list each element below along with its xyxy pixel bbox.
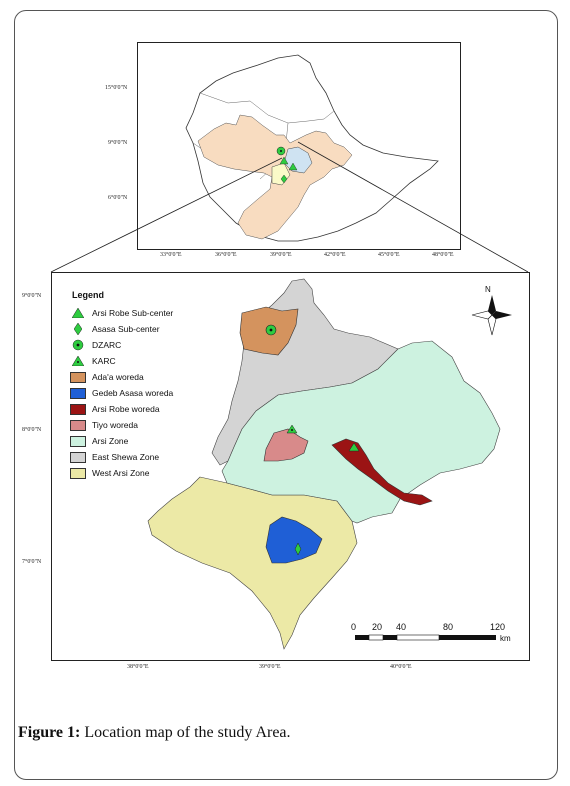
scale-tick-label: 20 (372, 622, 383, 632)
scale-tick-label: 80 (443, 622, 454, 632)
main-map: 9°0'0"N 8°0'0"N 7°0'0"N 38°0'0"E 39°0'0"… (22, 272, 530, 670)
legend-label: Tiyo woreda (92, 420, 138, 430)
inset-ytick: 9°0'0"N (108, 140, 128, 146)
fill-swatch-icon (70, 451, 86, 463)
main-ytick: 9°0'0"N (22, 293, 42, 299)
legend-label: DZARC (92, 340, 122, 350)
arsi-robe-subcenter-marker (348, 442, 360, 452)
inset-xtick: 45°0'0"E (378, 252, 400, 258)
inset-ytick: 15°0'0"N (105, 85, 128, 91)
legend-title: Legend (72, 290, 105, 300)
legend-label: Arsi Robe woreda (92, 404, 160, 414)
main-xtick: 40°0'0"E (390, 664, 412, 670)
west-arsi-zone (147, 476, 358, 650)
north-arrow (471, 295, 512, 336)
legend-label: Ada'a woreda (92, 372, 144, 382)
scale-tick-label: 120 (490, 622, 506, 632)
legend-item: Ada'a woreda (70, 370, 144, 384)
scale-bar (355, 634, 496, 641)
fill-swatch-icon (70, 419, 86, 431)
scale-tick-label: 0 (351, 622, 357, 632)
legend-label: KARC (92, 356, 116, 366)
legend-item: East Shewa Zone (70, 450, 159, 464)
inset-arsirobe-marker (288, 162, 298, 171)
legend-item: Gedeb Asasa woreda (70, 386, 173, 400)
caption-text: Location map of the study Area. (80, 724, 291, 741)
legend-item: Tiyo woreda (70, 418, 138, 432)
triangle-dot-icon (70, 356, 86, 366)
legend-item: West Arsi Zone (70, 466, 149, 480)
legend-label: Arsi Zone (92, 436, 129, 446)
north-label: N (485, 285, 491, 294)
main-ytick: 8°0'0"N (22, 427, 42, 433)
inset-ytick: 6°0'0"N (108, 195, 128, 201)
fill-swatch-icon (70, 387, 86, 399)
legend-label: Asasa Sub-center (92, 324, 160, 334)
inset-xtick: 42°0'0"E (324, 252, 346, 258)
main-map-svg (147, 278, 512, 650)
triangle-icon (70, 308, 86, 318)
legend-label: Arsi Robe Sub-center (92, 308, 174, 318)
legend-item: DZARC (70, 338, 121, 352)
fill-swatch-icon (70, 371, 86, 383)
caption-label: Figure 1: (18, 724, 81, 741)
legend-item: Arsi Robe Sub-center (70, 306, 173, 320)
inset-xtick: 48°0'0"E (432, 252, 454, 258)
legend-label: East Shewa Zone (92, 452, 160, 462)
arsi-robe-woreda (331, 438, 433, 506)
main-xtick: 38°0'0"E (127, 664, 149, 670)
diamond-icon (70, 323, 86, 335)
fill-swatch-icon (70, 403, 86, 415)
asasa-subcenter-marker (294, 542, 302, 556)
main-xtick: 39°0'0"E (259, 664, 281, 670)
main-ytick: 7°0'0"N (22, 559, 42, 565)
inset-map: 15°0'0"N 9°0'0"N 6°0'0"N 33°0'0"E 36°0'0… (105, 42, 461, 258)
inset-xtick: 33°0'0"E (160, 252, 182, 258)
legend-item: KARC (70, 354, 116, 368)
gedeb-asasa-woreda (265, 516, 323, 564)
fill-swatch-icon (70, 435, 86, 447)
inset-map-svg (185, 54, 439, 242)
arsi-zone (221, 340, 501, 524)
legend-item: Arsi Zone (70, 434, 128, 448)
legend-label: Gedeb Asasa woreda (92, 388, 174, 398)
legend-item: Asasa Sub-center (70, 322, 160, 336)
fill-swatch-icon (70, 467, 86, 479)
circle-dot-icon (70, 339, 86, 351)
figure-caption: Figure 1: Location map of the study Area… (18, 724, 291, 742)
inset-xtick: 36°0'0"E (215, 252, 237, 258)
scale-unit: km (500, 634, 511, 643)
scale-tick-label: 40 (396, 622, 407, 632)
inset-xtick: 39°0'0"E (270, 252, 292, 258)
legend-label: West Arsi Zone (92, 468, 150, 478)
legend-item: Arsi Robe woreda (70, 402, 160, 416)
